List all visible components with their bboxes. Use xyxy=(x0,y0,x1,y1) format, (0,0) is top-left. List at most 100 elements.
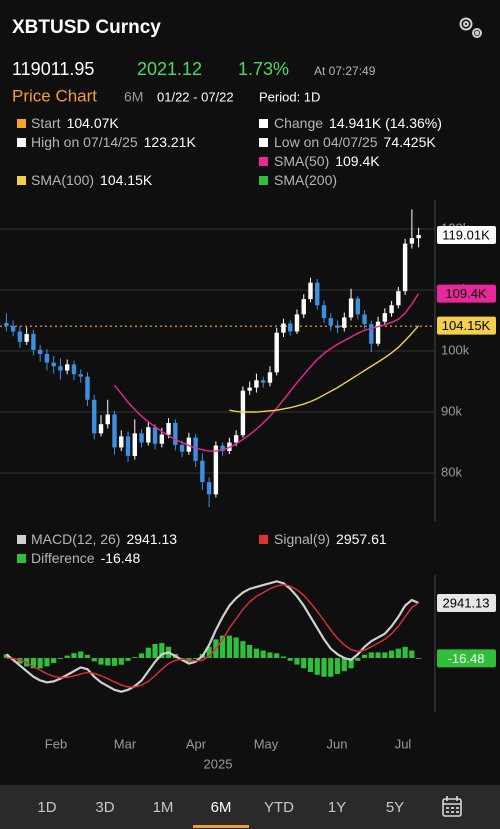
candle-body xyxy=(294,314,300,332)
candle-body xyxy=(315,282,320,306)
histogram-bar xyxy=(159,643,165,659)
histogram-bar xyxy=(118,658,124,665)
legend-entry: Low on 04/07/25 74.425K xyxy=(274,134,436,150)
histogram-bar xyxy=(307,658,314,673)
macd-legend: MACD(12, 26) 2941.13 Signal(9) 2957.61 Dif… xyxy=(17,531,387,566)
range-button[interactable]: 1M xyxy=(153,799,174,816)
candle-body xyxy=(146,427,151,443)
histogram-bar xyxy=(314,658,320,675)
histogram-bar xyxy=(375,652,381,659)
candle-body xyxy=(416,235,421,239)
x-year-label: 2025 xyxy=(204,756,233,771)
candle-body xyxy=(409,238,415,244)
macd-line xyxy=(5,580,420,693)
y-tick-label: 90k xyxy=(441,403,462,418)
candle-body xyxy=(301,299,306,315)
candle-body xyxy=(186,437,192,452)
candle-body xyxy=(328,318,333,326)
last-price: 119011.95 xyxy=(12,59,94,79)
legend-swatch xyxy=(259,119,268,128)
selected-underline xyxy=(193,825,249,828)
tab-dates: 01/22 - 07/22 xyxy=(157,89,234,104)
candle-body xyxy=(247,387,252,391)
histogram-bar xyxy=(51,658,57,664)
legend-swatch xyxy=(259,157,268,166)
x-tick-label: Jun xyxy=(327,736,348,751)
candle-body xyxy=(31,333,36,350)
range-button[interactable]: 1Y xyxy=(328,799,346,816)
candle-body xyxy=(206,482,212,495)
candle-body xyxy=(51,362,56,367)
candle-body xyxy=(260,380,266,383)
candle-body xyxy=(369,324,374,344)
candle-body xyxy=(342,317,347,328)
histogram-bar xyxy=(287,658,293,661)
candle-body xyxy=(362,314,367,325)
legend-entry: SMA(100) 104.15K xyxy=(31,172,153,188)
price-tag: 104.15K xyxy=(442,318,491,333)
candle-body xyxy=(17,331,23,342)
range-button[interactable]: 6M xyxy=(211,799,232,816)
candle-body xyxy=(71,364,77,375)
range-button[interactable]: 1D xyxy=(37,799,56,816)
settings-icon[interactable] xyxy=(459,17,482,38)
sma-line xyxy=(229,325,420,413)
x-tick-label: Feb xyxy=(45,736,67,751)
histogram-bar xyxy=(368,652,374,659)
tab-active[interactable]: Price Chart xyxy=(12,86,97,105)
histogram-bar xyxy=(132,657,138,659)
histogram-bar xyxy=(138,653,145,659)
histogram-bar xyxy=(179,658,185,659)
legend: Start 104.07K Change 14.941K (14.36%) High… xyxy=(17,115,442,188)
legend-entry: Start 104.07K xyxy=(31,115,119,131)
histogram-bar xyxy=(111,658,118,666)
histogram-bar xyxy=(260,650,266,659)
legend-swatch xyxy=(17,119,26,128)
histogram-bar xyxy=(301,658,307,669)
candle-body xyxy=(213,445,219,495)
price-tag-bg xyxy=(437,316,496,335)
pct-change: 1.73% xyxy=(238,59,289,79)
legend-swatch xyxy=(17,554,26,563)
macd-tag-bg xyxy=(437,649,496,668)
candle-body xyxy=(382,313,388,322)
range-button[interactable]: 3D xyxy=(95,799,114,816)
legend-entry: SMA(200) xyxy=(274,172,337,188)
tab-period: Period: 1D xyxy=(259,89,320,104)
time: At 07:27:49 xyxy=(314,64,376,78)
x-tick-label: May xyxy=(254,736,279,751)
candle-body xyxy=(78,374,83,377)
range-button[interactable]: YTD xyxy=(264,799,294,816)
net-change: 2021.12 xyxy=(137,59,202,79)
histogram-bar xyxy=(247,644,253,659)
histogram-bar xyxy=(341,658,347,672)
histogram-bar xyxy=(416,658,422,659)
candle-body xyxy=(119,436,124,448)
x-tick-label: Apr xyxy=(186,736,207,751)
histogram-bar xyxy=(321,658,327,677)
candle-body xyxy=(389,305,394,314)
candle-body xyxy=(233,435,239,443)
candle-body xyxy=(254,380,259,388)
calendar-icon[interactable] xyxy=(442,796,462,817)
histogram-bar xyxy=(294,658,300,665)
x-tick-label: Jul xyxy=(395,736,412,751)
range-button[interactable]: 5Y xyxy=(386,799,404,816)
histogram-bar xyxy=(395,648,401,659)
candle-body xyxy=(92,399,97,434)
histogram-bar xyxy=(361,654,368,659)
histogram-bar xyxy=(91,658,97,662)
range-bar xyxy=(0,785,500,829)
price-tag: 119.01K xyxy=(442,227,490,242)
candle-body xyxy=(10,325,16,332)
histogram-bar xyxy=(355,658,361,661)
candle-body xyxy=(335,325,340,328)
candle-body xyxy=(396,291,401,306)
candle-body xyxy=(240,390,246,436)
candle-body xyxy=(179,444,185,452)
candle-body xyxy=(85,376,90,400)
histogram-bar xyxy=(328,658,334,677)
x-tick-label: Mar xyxy=(114,736,137,751)
tab-range[interactable]: 6M xyxy=(124,89,143,105)
macd-tag: 2941.13 xyxy=(443,595,490,610)
